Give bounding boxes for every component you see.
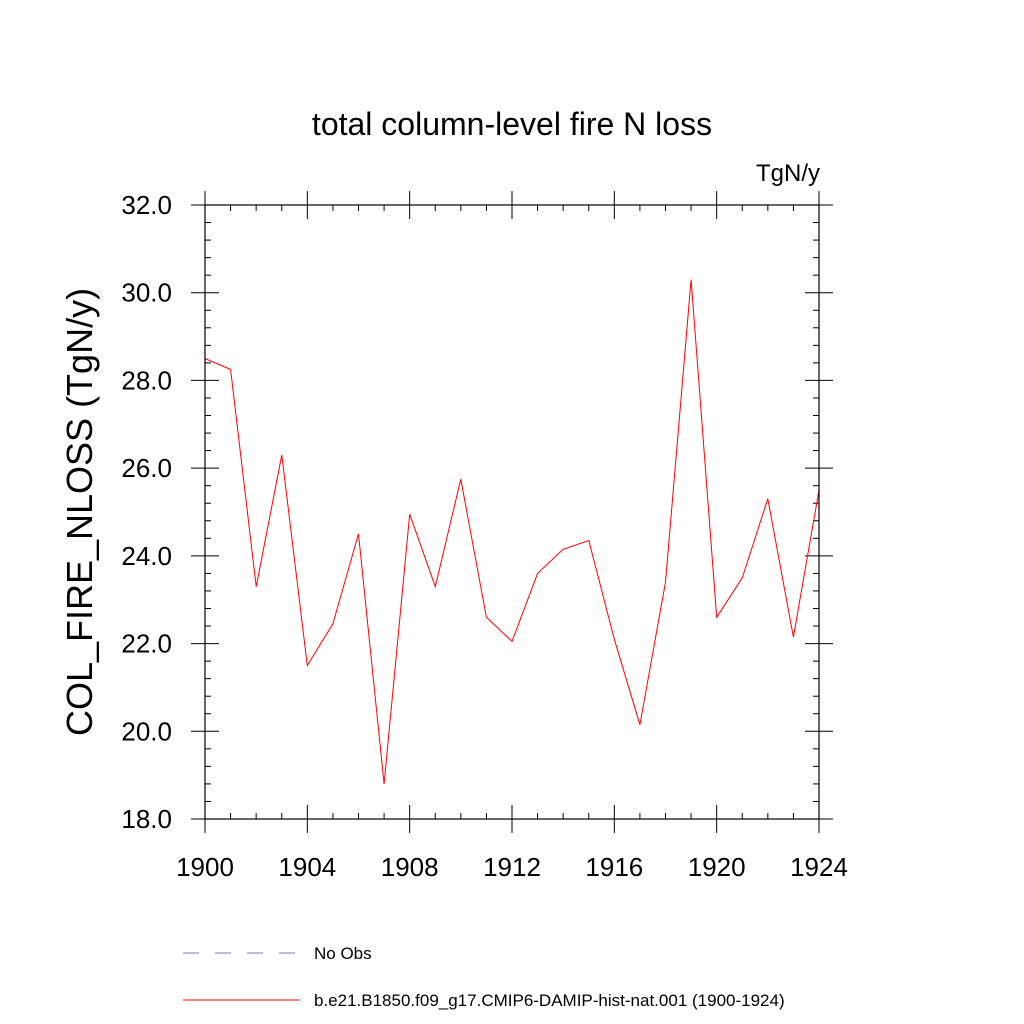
- chart-title: total column-level fire N loss: [312, 106, 712, 142]
- tick-labels: 1900 1904 1908 1912 1916 1920 1924 18.0 20.0 22.0…: [121, 190, 848, 882]
- x-tick-label: 1920: [688, 852, 746, 882]
- y-tick-label: 30.0: [121, 278, 172, 308]
- series-line: [204, 279, 820, 784]
- y-tick-label: 28.0: [121, 365, 172, 395]
- y-axis-label: COL_FIRE_NLOSS (TgN/y): [59, 288, 100, 736]
- x-tick-label: 1904: [278, 852, 336, 882]
- x-tick-label: 1924: [790, 852, 848, 882]
- x-tick-label: 1916: [585, 852, 643, 882]
- legend-label-no-obs: No Obs: [314, 944, 372, 963]
- y-tick-label: 24.0: [121, 541, 172, 571]
- x-tick-label: 1912: [483, 852, 541, 882]
- plot-frame: [204, 204, 820, 820]
- axis-ticks: [191, 191, 833, 833]
- x-tick-label: 1900: [176, 852, 234, 882]
- y-tick-label: 20.0: [121, 716, 172, 746]
- y-tick-label: 18.0: [121, 804, 172, 834]
- legend-label-model: b.e21.B1850.f09_g17.CMIP6-DAMIP-hist-nat…: [314, 991, 785, 1010]
- x-tick-label: 1908: [381, 852, 439, 882]
- series-group: [204, 279, 820, 784]
- y-tick-label: 32.0: [121, 190, 172, 220]
- y-tick-label: 22.0: [121, 629, 172, 659]
- y-tick-label: 26.0: [121, 453, 172, 483]
- units-label: TgN/y: [756, 160, 820, 187]
- legend: No Obs b.e21.B1850.f09_g17.CMIP6-DAMIP-h…: [183, 944, 785, 1010]
